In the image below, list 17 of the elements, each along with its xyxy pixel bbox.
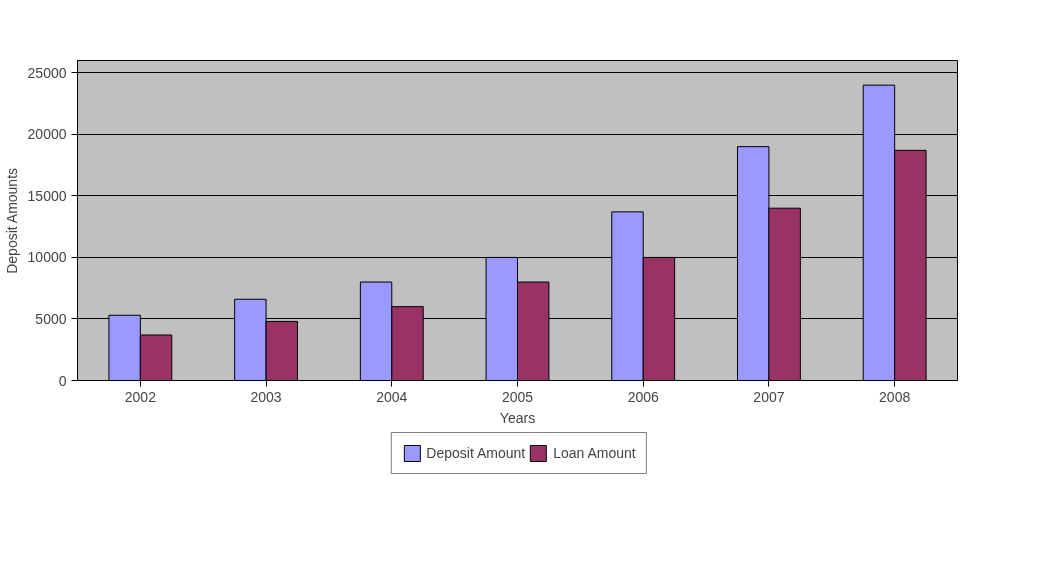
y-tick-label: 20000 (27, 126, 67, 143)
y-tick-label: 0 (58, 372, 67, 389)
x-tick-label: 2006 (627, 388, 659, 405)
y-tick-label: 5000 (35, 310, 67, 327)
x-tick-label: 2007 (753, 388, 785, 405)
y-tick-label: 25000 (27, 64, 67, 81)
x-tick-label: 2003 (250, 388, 282, 405)
x-tick-label: 2008 (879, 388, 911, 405)
legend-label: Deposit Amount (426, 445, 526, 461)
x-tick-label: 2004 (376, 388, 408, 405)
x-tick-label: 2005 (501, 388, 534, 405)
x-axis-title: Years (499, 409, 536, 426)
y-tick-label: 10000 (27, 249, 67, 266)
y-axis-title: Deposit Amounts (3, 167, 20, 274)
legend-label: Loan Amount (553, 445, 636, 461)
x-tick-label: 2002 (124, 388, 157, 405)
y-tick-label: 15000 (27, 187, 67, 204)
